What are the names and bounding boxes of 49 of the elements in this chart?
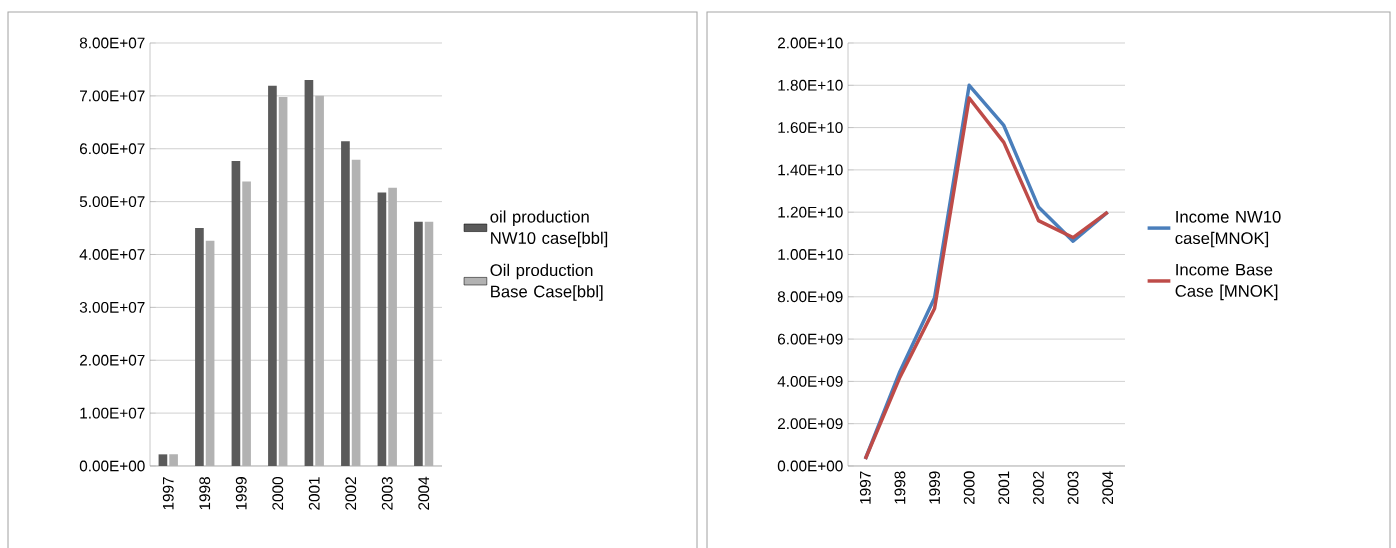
bar [341, 141, 350, 466]
y-tick-label: 4.00E+09 [777, 375, 843, 387]
legend-label: Income Base Case [MNOK] [1175, 263, 1278, 301]
y-tick-label: 1.00E+07 [80, 407, 145, 419]
y-tick-label: 1.60E+10 [778, 122, 843, 134]
legend-label: Oil production Base Case[bbl] [490, 263, 603, 301]
y-tick-label: 2.00E+09 [777, 418, 843, 430]
y-tick-label: 6.00E+09 [777, 333, 843, 345]
y-tick-label: 1.00E+10 [778, 249, 843, 260]
bar [195, 228, 204, 466]
legend-label: Income NW10 case[MNOK] [1175, 210, 1281, 248]
y-tick-label: 0.00E+00 [79, 460, 145, 472]
x-tick-label: 2003 [1067, 471, 1079, 505]
y-tick-label: 4.00E+07 [79, 249, 145, 260]
x-tick-label: 1999 [929, 471, 940, 504]
x-tick-label: 2000 [963, 471, 975, 505]
y-tick-label: 1.20E+10 [778, 206, 843, 218]
y-tick-label: 0.00E+00 [777, 460, 843, 472]
y-tick-label: 6.00E+07 [79, 143, 145, 155]
x-tick-label: 2003 [381, 477, 393, 510]
x-tick-label: 1999 [235, 477, 247, 510]
bar [304, 80, 314, 466]
bar [158, 454, 168, 466]
x-tick-label: 1997 [162, 477, 174, 510]
y-tick-label: 8.00E+07 [79, 37, 145, 49]
x-tick-label: 2004 [1102, 471, 1114, 505]
x-tick-label: 2001 [308, 477, 320, 510]
x-tick-label: 1998 [894, 471, 906, 504]
x-tick-label: 2000 [272, 477, 284, 510]
bar [268, 85, 277, 466]
y-tick-label: 3.00E+07 [79, 301, 145, 313]
bar [231, 160, 241, 466]
y-tick-label: 1.40E+10 [778, 164, 843, 176]
y-tick-label: 1.80E+10 [778, 79, 843, 91]
x-tick-label: 1998 [199, 477, 211, 510]
y-tick-label: 2.00E+07 [79, 354, 145, 366]
x-tick-label: 2002 [1033, 471, 1044, 505]
x-tick-label: 1997 [859, 471, 871, 504]
y-tick-label: 8.00E+09 [777, 291, 843, 303]
y-tick-label: 7.00E+07 [80, 90, 145, 102]
y-tick-label: 5.00E+07 [79, 196, 145, 208]
bar [169, 454, 178, 466]
bar [414, 221, 423, 466]
x-tick-label: 2002 [345, 477, 357, 510]
x-tick-label: 2004 [418, 476, 430, 510]
bar [377, 192, 387, 466]
y-tick-label: 2.00E+10 [777, 37, 843, 49]
x-tick-label: 2001 [998, 471, 1010, 505]
legend-label: oil production NW10 case[bbl] [490, 210, 608, 248]
